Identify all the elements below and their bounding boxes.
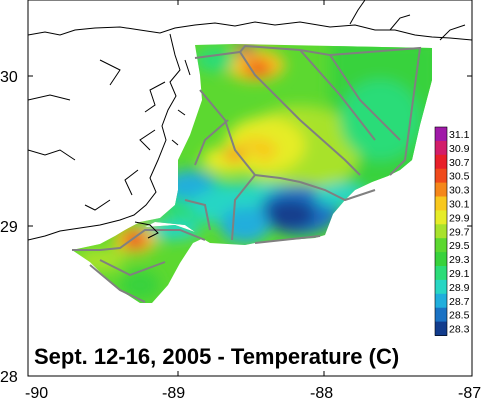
colorbar-swatch: [435, 154, 447, 170]
colorbar-swatch: [435, 182, 447, 197]
colorbar-label: 28.9: [449, 282, 470, 294]
colorbar-label: 30.7: [449, 157, 470, 169]
colorbar-label: 29.5: [449, 240, 470, 252]
colorbar-swatch: [435, 307, 447, 323]
axis-ticks: [28, 0, 472, 376]
colorbar-label: 30.3: [449, 185, 470, 197]
plot-frame: [27, 0, 473, 377]
colorbar-swatch: [435, 238, 447, 253]
colorbar-label: 28.7: [449, 296, 470, 308]
colorbar-label: 31.1: [449, 129, 470, 141]
colorbar-swatch: [435, 224, 447, 239]
colorbar-label: 30.5: [449, 171, 470, 183]
colorbar-label: 29.7: [449, 226, 470, 238]
colorbar-label: 29.3: [449, 254, 470, 266]
colorbar-swatch: [435, 196, 447, 211]
colorbar-label: 29.9: [449, 212, 470, 224]
colorbar-swatch: [435, 210, 447, 225]
colorbar-swatch: [435, 293, 447, 309]
colorbar-label: 29.1: [449, 268, 470, 280]
colorbar-frame: [434, 126, 448, 336]
x-tick-label: -90: [25, 385, 48, 402]
colorbar-label: 30.9: [449, 143, 470, 155]
x-tick-label: -87: [458, 385, 481, 402]
colorbar-swatch: [435, 168, 447, 184]
colorbar-swatch: [435, 127, 447, 142]
colorbar: 31.1 30.9 30.7 30.5 30.330.1 29.9 29.7 29.5 29.3…: [434, 126, 470, 336]
colorbar-label: 28.3: [449, 324, 470, 336]
x-tick-label: -88: [310, 385, 333, 402]
colorbar-swatch: [435, 140, 447, 156]
colorbar-label: 30.1: [449, 198, 470, 210]
colorbar-label: 28.5: [449, 310, 470, 322]
y-tick-label: 30: [0, 69, 18, 86]
survey-tracks: [72, 44, 422, 303]
colorbar-swatch: [435, 266, 447, 281]
y-tick-label: 28: [0, 369, 18, 386]
x-tick-label: -89: [162, 385, 185, 402]
colorbar-swatch: [435, 279, 447, 295]
y-tick-label: 29: [0, 219, 18, 236]
colorbar-swatch: [435, 321, 447, 336]
map-title: Sept. 12-16, 2005 - Temperature (C): [34, 344, 399, 369]
coastline: [28, 0, 472, 241]
colorbar-swatch: [435, 252, 447, 267]
